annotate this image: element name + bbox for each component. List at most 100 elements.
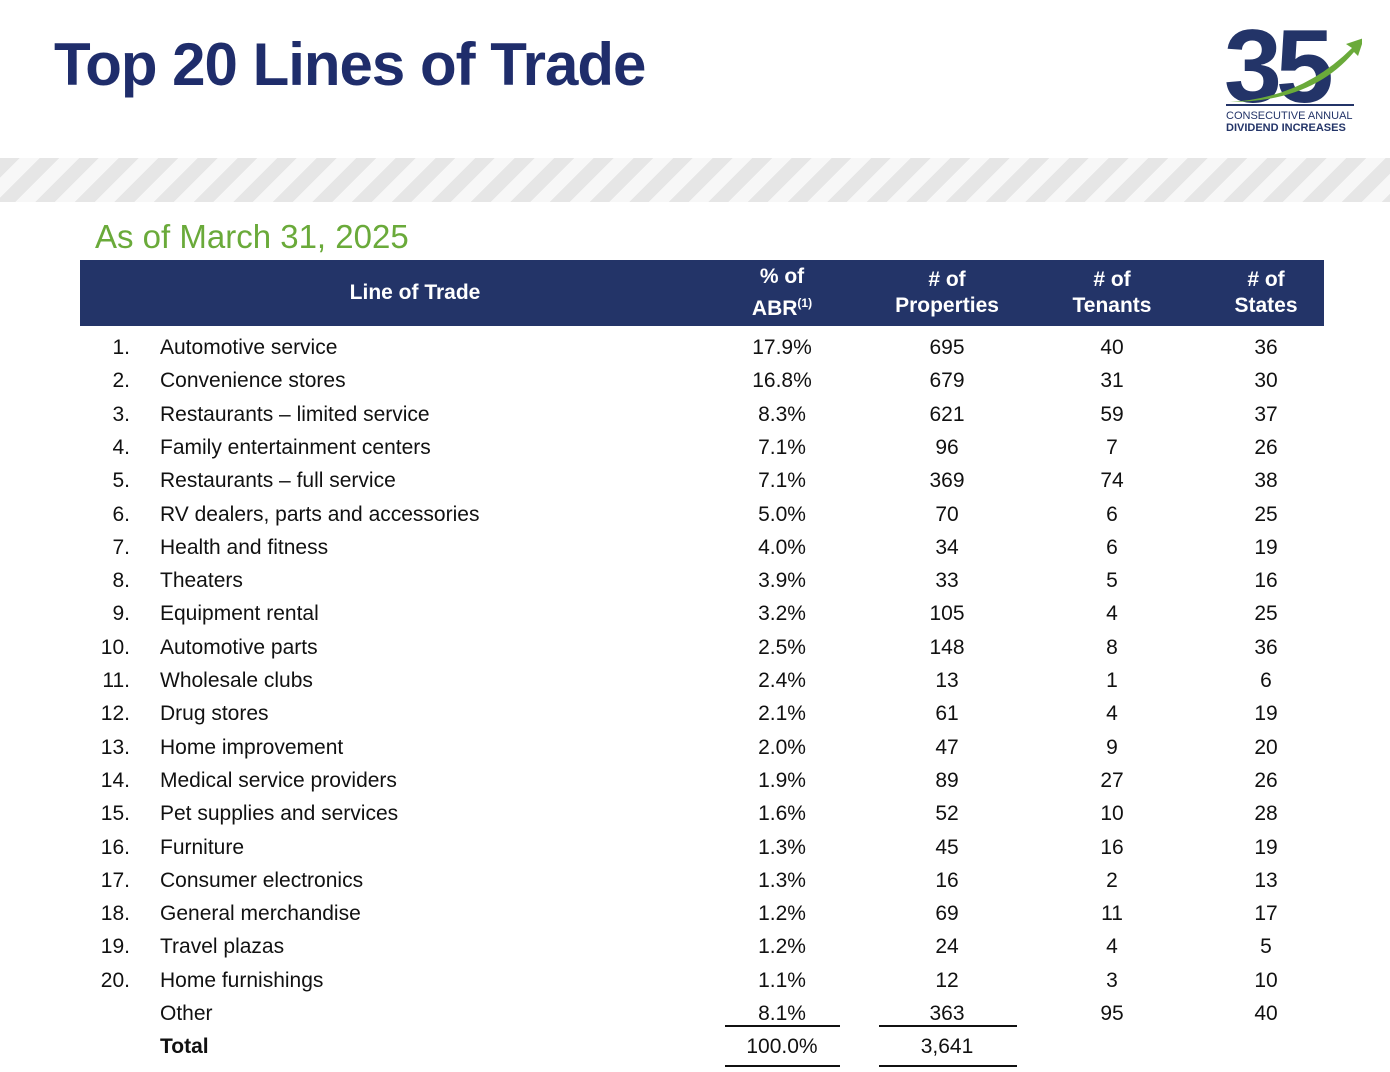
rank: 13. [100,735,130,759]
cell: 10 [1100,802,1124,826]
cell: 36 [1254,336,1278,359]
cell: 36 [1254,635,1278,659]
rank: 4. [112,435,130,459]
cell: 89 [935,768,959,792]
column-header-line: Line of Trade [349,281,481,304]
rank: 18. [100,902,130,926]
cell: 6 [1106,502,1118,526]
line-of-trade: Health and fitness [160,535,329,559]
cell: 37 [1254,402,1278,426]
cell: 34 [935,535,959,559]
cell: 1 [1106,669,1118,692]
column-header-line: ABR [751,297,798,320]
column-header-line: % of [759,265,805,288]
cell: 4 [1106,702,1118,726]
cell: 17.9% [752,336,812,359]
banner [0,158,1390,202]
rank: 6. [112,502,130,526]
cell: 8.3% [758,402,806,426]
rank: 15. [100,802,130,826]
rank: 12. [100,702,130,726]
cell: 52 [935,802,959,826]
cell: 25 [1254,602,1278,626]
cell: 27 [1100,768,1124,792]
cell: 11 [1101,902,1123,926]
cell: 2 [1106,868,1118,892]
cell: 3.9% [758,569,806,593]
line-of-trade: Consumer electronics [160,868,364,892]
cell: 12 [935,968,959,992]
cell: 70 [935,502,959,526]
cell: 95 [1100,1002,1124,1025]
cell: 19 [1254,702,1278,726]
column-header: # of Properties [895,267,999,319]
cell: 3.2% [758,602,806,626]
cell: 621 [929,402,965,426]
line-of-trade: Drug stores [160,702,269,726]
rank: 11. [102,669,130,692]
line-of-trade: Home furnishings [160,968,324,992]
line-of-trade: General merchandise [160,902,361,926]
cell: 1.9% [758,768,806,792]
line-of-trade: Family entertainment centers [160,435,431,459]
line-of-trade: Furniture [160,835,245,859]
cell: 1.3% [758,835,806,859]
cell: 31 [1100,369,1124,393]
cell: 61 [935,702,959,726]
logo-number: 35 [1224,10,1331,125]
cell: 20 [1254,735,1278,759]
line-of-trade: Automotive service [160,336,338,359]
column-header: # of Tenants [1073,267,1152,319]
column-header-line-wrap: ABR(1) [752,290,812,322]
logo-line2: DIVIDEND INCREASES [1226,122,1346,134]
cell: 7.1% [758,469,806,493]
cell: 4 [1106,602,1118,626]
cell: 45 [935,835,959,859]
total-rule [725,1065,840,1068]
rank: 2. [112,369,130,393]
rank: 1. [112,336,130,359]
cell: 16 [935,868,959,892]
cell: 6 [1106,535,1118,559]
total-rule [879,1065,1017,1068]
cell: 33 [935,569,959,593]
column-header: # of States [1234,267,1297,319]
cell: 3,641 [920,1035,974,1059]
cell: 4.0% [758,535,806,559]
rank: 9. [112,602,130,626]
rank: 20. [100,968,130,992]
line-of-trade: Pet supplies and services [160,802,399,826]
cell: 13 [1254,868,1278,892]
cell: 1.3% [758,868,806,892]
cell: 2.5% [758,635,806,659]
rank: 10. [100,635,130,659]
cell: 100.0% [746,1035,818,1059]
cell: 69 [935,902,959,926]
cell: 40 [1100,336,1124,359]
logo: 35 CONSECUTIVE ANNUAL DIVIDEND INCREASES [1224,10,1362,134]
column-header: Line of Trade [350,280,481,306]
column-header-line: States [1234,294,1298,317]
cell: 9 [1106,735,1118,759]
cell: 1.2% [758,902,806,926]
rank: 5. [112,469,130,493]
column-header-line: Tenants [1072,294,1152,317]
cell: 1.6% [758,802,806,826]
cell: 26 [1254,768,1278,792]
cell: 10 [1254,968,1278,992]
cell: 47 [935,735,959,759]
line-of-trade: Wholesale clubs [160,669,313,692]
line-of-trade: Automotive parts [160,635,318,659]
line-of-trade: Travel plazas [160,935,285,959]
rank: 14. [100,768,130,792]
footnote-mark: (1) [797,296,813,310]
other-label: Other [160,1002,213,1025]
cell: 26 [1254,435,1278,459]
cell: 6 [1260,669,1272,692]
line-of-trade: Medical service providers [160,768,397,792]
cell: 74 [1100,469,1124,493]
cell: 5 [1260,935,1272,959]
cell: 7.1% [758,435,806,459]
cell: 5.0% [758,502,806,526]
